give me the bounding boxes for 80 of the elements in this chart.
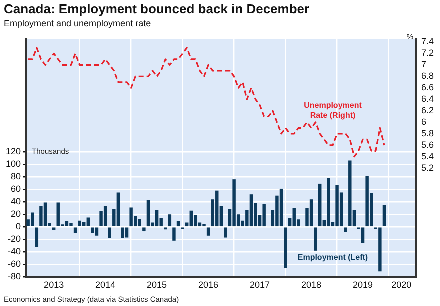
bar xyxy=(336,185,339,227)
bar xyxy=(284,228,288,268)
bar xyxy=(142,228,146,232)
bar xyxy=(232,180,236,227)
bar xyxy=(74,228,78,234)
y2-tick-label: 5.2 xyxy=(421,162,434,173)
y-tick-label: -20 xyxy=(8,234,22,244)
bar xyxy=(314,228,318,251)
y2-tick-label: 5.8 xyxy=(421,128,434,138)
x-tick-label: 2018 xyxy=(302,280,322,290)
y2-tick-label: 6.2 xyxy=(421,106,434,116)
bar xyxy=(138,219,142,227)
bar xyxy=(250,194,254,227)
bar xyxy=(318,184,322,227)
y2-tick-label: 7.4 xyxy=(421,36,434,47)
bar xyxy=(44,202,48,227)
x-tick-label: 2015 xyxy=(147,280,168,290)
bar xyxy=(91,228,94,234)
bar xyxy=(108,228,112,238)
y-tick-label: -80 xyxy=(8,272,22,282)
bar xyxy=(168,214,172,227)
chart-title: Canada: Employment bounced back in December xyxy=(4,1,310,16)
bar xyxy=(202,224,206,227)
y2-tick-label: 6.8 xyxy=(421,71,434,82)
bar xyxy=(130,208,133,227)
line-series xyxy=(28,47,386,158)
x-tick-label: 2016 xyxy=(198,280,219,290)
bar xyxy=(224,228,228,238)
bar xyxy=(70,223,73,227)
y-tick-label: 120 xyxy=(6,146,22,157)
bar xyxy=(52,228,56,230)
bar xyxy=(206,228,210,236)
bar xyxy=(310,200,314,227)
y2-tick-label: 7.2 xyxy=(421,48,434,58)
y2-tick-label: 5.4 xyxy=(421,151,434,162)
bar xyxy=(65,222,69,227)
y2-tick-label: 6.6 xyxy=(421,82,434,93)
y-tick-label: 20 xyxy=(11,209,22,220)
y2-tick-label: 6.4 xyxy=(421,94,434,104)
y-tick-label: 80 xyxy=(11,172,22,182)
bar xyxy=(116,192,120,227)
bar xyxy=(155,210,159,227)
bar xyxy=(104,206,108,227)
bar xyxy=(194,215,198,227)
bar xyxy=(121,228,124,238)
x-tick-label: 2013 xyxy=(44,280,64,290)
bar xyxy=(361,228,365,244)
y-tick-label: 40 xyxy=(11,196,22,207)
chart-subtitle: Employment and unemployment rate xyxy=(4,18,152,28)
bar xyxy=(78,220,82,227)
bar xyxy=(95,228,99,236)
x-tick-label: 2020 xyxy=(392,280,412,290)
y-tick-label: 60 xyxy=(11,184,22,194)
bar xyxy=(172,228,176,241)
x-tick-label: 2017 xyxy=(250,280,270,290)
bar xyxy=(344,228,348,232)
x-tick-label: 2019 xyxy=(353,280,374,290)
bar xyxy=(35,228,39,248)
series-label: Unemployment Rate (Right) xyxy=(304,101,362,120)
bar xyxy=(40,206,43,227)
y2-tick-label: 7 xyxy=(421,60,427,70)
y-tick-label: 0 xyxy=(16,222,22,232)
bar xyxy=(280,188,284,227)
y-tick-label: 100 xyxy=(6,159,22,170)
y2-tick-label: 6 xyxy=(421,116,427,127)
bar xyxy=(366,176,369,227)
y2-tick-label: 5.6 xyxy=(421,140,434,150)
y-tick-label: -40 xyxy=(8,246,22,257)
bar xyxy=(125,228,129,238)
bar xyxy=(176,222,180,227)
bar xyxy=(378,228,382,272)
bar xyxy=(348,160,352,227)
x-tick-label: 2014 xyxy=(96,280,116,290)
bar xyxy=(382,205,386,227)
series-label: Employment (Left) xyxy=(298,253,368,262)
y-tick-label: -60 xyxy=(8,259,22,270)
bar xyxy=(262,204,266,227)
bar xyxy=(86,218,90,227)
bar xyxy=(327,178,330,227)
bar xyxy=(146,200,150,227)
